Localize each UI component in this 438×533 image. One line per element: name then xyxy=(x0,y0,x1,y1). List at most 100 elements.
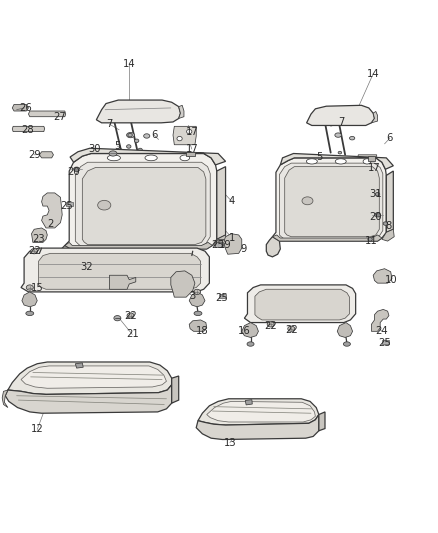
Ellipse shape xyxy=(98,200,111,210)
Polygon shape xyxy=(307,106,374,125)
Polygon shape xyxy=(285,167,379,237)
Polygon shape xyxy=(82,167,206,245)
Ellipse shape xyxy=(145,155,157,161)
Ellipse shape xyxy=(127,133,134,138)
Text: 31: 31 xyxy=(370,189,382,199)
Polygon shape xyxy=(22,292,37,307)
Ellipse shape xyxy=(134,139,139,142)
Ellipse shape xyxy=(128,133,132,137)
Ellipse shape xyxy=(375,213,380,217)
Polygon shape xyxy=(242,322,258,337)
Text: 18: 18 xyxy=(196,326,208,336)
Polygon shape xyxy=(368,156,375,160)
Ellipse shape xyxy=(306,159,317,164)
Polygon shape xyxy=(382,229,394,241)
Ellipse shape xyxy=(288,326,295,332)
Polygon shape xyxy=(215,239,226,246)
Text: 9: 9 xyxy=(240,244,246,254)
Text: 7: 7 xyxy=(106,119,113,129)
Ellipse shape xyxy=(26,311,34,316)
Ellipse shape xyxy=(368,238,372,241)
Ellipse shape xyxy=(144,134,150,138)
Ellipse shape xyxy=(332,156,336,158)
Polygon shape xyxy=(186,152,195,156)
Polygon shape xyxy=(65,154,217,249)
Ellipse shape xyxy=(180,155,190,161)
Text: 1: 1 xyxy=(229,233,235,243)
Text: 20: 20 xyxy=(67,167,80,177)
Text: 21: 21 xyxy=(126,329,139,340)
Polygon shape xyxy=(189,320,207,332)
Ellipse shape xyxy=(335,164,338,166)
Text: 20: 20 xyxy=(370,213,382,222)
Text: 22: 22 xyxy=(124,311,137,320)
Ellipse shape xyxy=(194,311,202,316)
Ellipse shape xyxy=(336,159,346,164)
Ellipse shape xyxy=(74,167,80,172)
Text: 25: 25 xyxy=(60,201,73,211)
Ellipse shape xyxy=(267,322,274,327)
Polygon shape xyxy=(39,152,53,158)
Text: 17: 17 xyxy=(368,163,381,173)
Ellipse shape xyxy=(375,192,380,196)
Ellipse shape xyxy=(247,342,254,346)
Ellipse shape xyxy=(335,133,342,138)
Polygon shape xyxy=(96,100,180,123)
Polygon shape xyxy=(173,126,196,145)
Text: 14: 14 xyxy=(367,69,379,79)
Polygon shape xyxy=(319,412,325,431)
Polygon shape xyxy=(110,275,136,289)
Ellipse shape xyxy=(350,136,355,140)
Ellipse shape xyxy=(114,316,121,321)
Polygon shape xyxy=(386,171,393,232)
Polygon shape xyxy=(255,289,350,320)
Polygon shape xyxy=(266,237,280,257)
Text: 6: 6 xyxy=(151,130,157,140)
Text: 5: 5 xyxy=(114,141,120,151)
Polygon shape xyxy=(189,292,205,307)
Ellipse shape xyxy=(383,222,388,225)
Ellipse shape xyxy=(109,151,117,156)
Ellipse shape xyxy=(187,130,192,134)
Polygon shape xyxy=(279,163,383,239)
Polygon shape xyxy=(32,228,47,243)
Text: 8: 8 xyxy=(386,221,392,231)
Text: 16: 16 xyxy=(238,326,251,336)
Polygon shape xyxy=(207,401,315,422)
Polygon shape xyxy=(70,148,226,165)
Text: 15: 15 xyxy=(31,284,44,293)
Ellipse shape xyxy=(127,145,131,148)
Text: 25: 25 xyxy=(215,293,228,303)
Polygon shape xyxy=(172,376,179,403)
Ellipse shape xyxy=(360,160,365,164)
Polygon shape xyxy=(373,269,392,283)
Text: 30: 30 xyxy=(88,144,100,154)
Ellipse shape xyxy=(363,159,371,164)
Ellipse shape xyxy=(31,248,38,254)
Polygon shape xyxy=(371,310,389,332)
Polygon shape xyxy=(219,294,226,298)
Polygon shape xyxy=(217,167,226,239)
Text: 10: 10 xyxy=(385,274,397,285)
Ellipse shape xyxy=(107,155,120,161)
Polygon shape xyxy=(28,111,66,117)
Text: 12: 12 xyxy=(31,424,44,434)
Polygon shape xyxy=(223,233,242,254)
Polygon shape xyxy=(75,162,210,246)
Text: 24: 24 xyxy=(376,326,388,336)
Polygon shape xyxy=(58,246,72,268)
Text: 22: 22 xyxy=(28,246,41,256)
Polygon shape xyxy=(39,253,201,289)
Polygon shape xyxy=(357,155,377,168)
Ellipse shape xyxy=(177,136,182,141)
Text: 17: 17 xyxy=(185,144,198,154)
Ellipse shape xyxy=(341,159,345,162)
Text: 29: 29 xyxy=(28,150,41,160)
Text: 32: 32 xyxy=(81,262,93,272)
Text: 7: 7 xyxy=(339,117,345,127)
Polygon shape xyxy=(272,235,382,241)
Polygon shape xyxy=(66,202,73,206)
Text: 5: 5 xyxy=(317,152,323,162)
Polygon shape xyxy=(2,390,8,408)
Text: 14: 14 xyxy=(123,59,135,69)
